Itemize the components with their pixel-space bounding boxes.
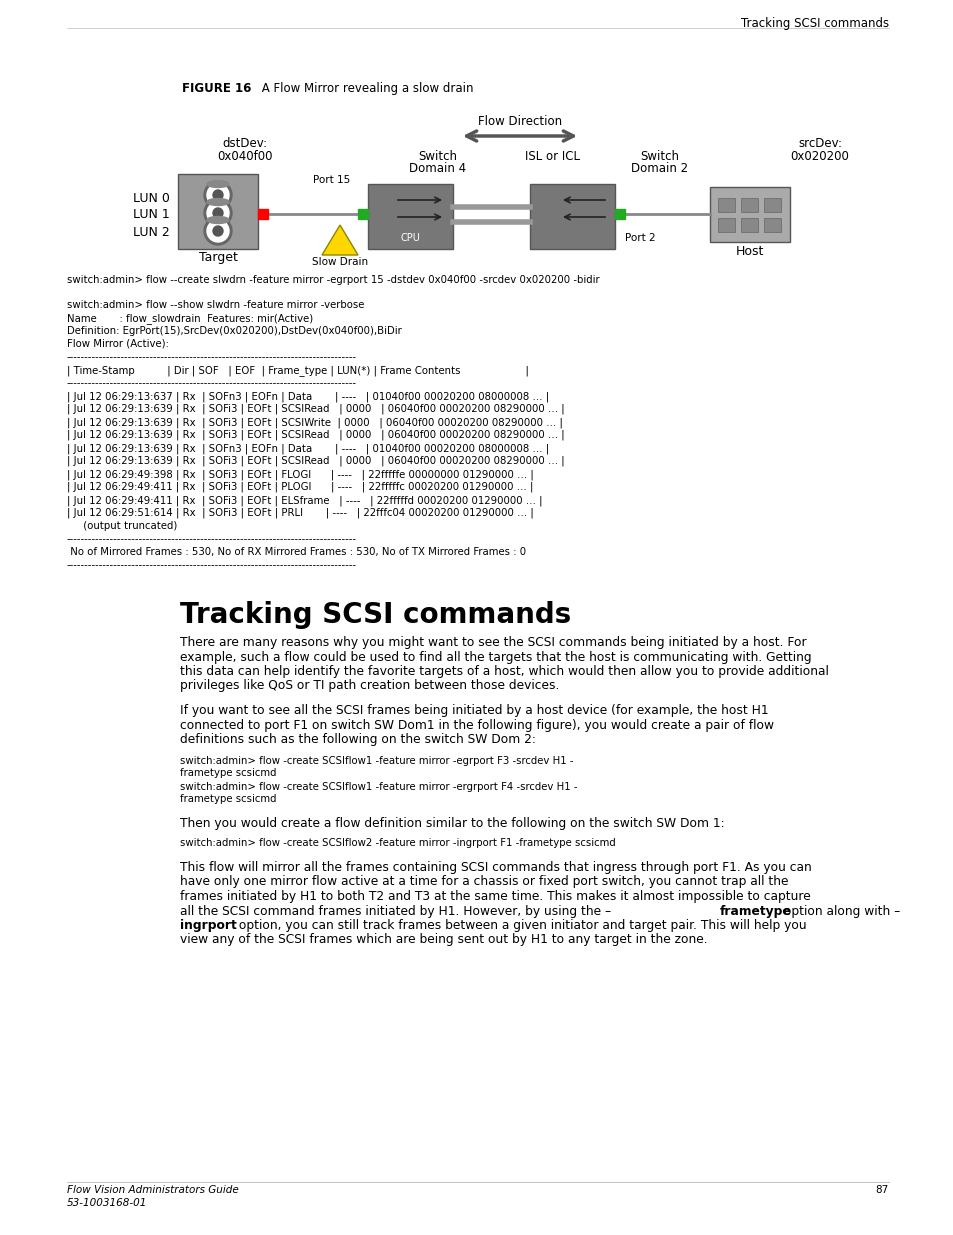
Text: 87: 87 [875, 1186, 888, 1195]
Text: LUN 1: LUN 1 [133, 209, 170, 221]
Text: | Jul 12 06:29:49:411 | Rx  | SOFi3 | EOFt | PLOGI      | ----   | 22fffffc 0002: | Jul 12 06:29:49:411 | Rx | SOFi3 | EOF… [67, 482, 533, 493]
Text: 0x040f00: 0x040f00 [217, 149, 273, 163]
Polygon shape [322, 225, 357, 254]
FancyBboxPatch shape [178, 174, 257, 249]
Text: | Jul 12 06:29:13:639 | Rx  | SOFi3 | EOFt | SCSIRead   | 0000   | 06040f00 0002: | Jul 12 06:29:13:639 | Rx | SOFi3 | EOF… [67, 430, 564, 441]
Text: dstDev:: dstDev: [222, 137, 267, 149]
Text: | Jul 12 06:29:13:637 | Rx  | SOFn3 | EOFn | Data       | ----   | 01040f00 0002: | Jul 12 06:29:13:637 | Rx | SOFn3 | EOF… [67, 391, 549, 401]
Text: CPU: CPU [399, 233, 419, 243]
Text: this data can help identify the favorite targets of a host, which would then all: this data can help identify the favorite… [180, 664, 828, 678]
FancyBboxPatch shape [368, 184, 453, 249]
Bar [615, 209, 624, 219]
Text: Tracking SCSI commands: Tracking SCSI commands [180, 601, 571, 629]
Text: frametype: frametype [720, 904, 791, 918]
Text: | Jul 12 06:29:13:639 | Rx  | SOFi3 | EOFt | SCSIWrite  | 0000   | 06040f00 0002: | Jul 12 06:29:13:639 | Rx | SOFi3 | EOF… [67, 417, 562, 427]
Text: Flow Vision Administrators Guide: Flow Vision Administrators Guide [67, 1186, 238, 1195]
Text: option, you can still track frames between a given initiator and target pair. Th: option, you can still track frames betwe… [234, 919, 806, 932]
Text: | Jul 12 06:29:13:639 | Rx  | SOFn3 | EOFn | Data       | ----   | 01040f00 0002: | Jul 12 06:29:13:639 | Rx | SOFn3 | EOF… [67, 443, 549, 453]
Text: | Jul 12 06:29:13:639 | Rx  | SOFi3 | EOFt | SCSIRead   | 0000   | 06040f00 0002: | Jul 12 06:29:13:639 | Rx | SOFi3 | EOF… [67, 404, 564, 415]
Text: Definition: EgrPort(15),SrcDev(0x020200),DstDev(0x040f00),BiDir: Definition: EgrPort(15),SrcDev(0x020200)… [67, 326, 401, 336]
Text: Then you would create a flow definition similar to the following on the switch S: Then you would create a flow definition … [180, 818, 724, 830]
FancyBboxPatch shape [740, 219, 758, 232]
Text: Port 2: Port 2 [624, 233, 655, 243]
Text: have only one mirror flow active at a time for a chassis or fixed port switch, y: have only one mirror flow active at a ti… [180, 876, 788, 888]
Text: No of Mirrored Frames : 530, No of RX Mirrored Frames : 530, No of TX Mirrored F: No of Mirrored Frames : 530, No of RX Mi… [67, 547, 525, 557]
Text: FIGURE 16: FIGURE 16 [182, 82, 251, 95]
Text: !: ! [336, 240, 342, 252]
Ellipse shape [207, 216, 229, 224]
Text: | Jul 12 06:29:49:398 | Rx  | SOFi3 | EOFt | FLOGI      | ----   | 22fffffe 0000: | Jul 12 06:29:49:398 | Rx | SOFi3 | EOF… [67, 469, 533, 479]
Bar [357, 209, 368, 219]
Text: There are many reasons why you might want to see the SCSI commands being initiat: There are many reasons why you might wan… [180, 636, 806, 650]
Text: Switch: Switch [639, 149, 679, 163]
Ellipse shape [207, 180, 229, 188]
FancyBboxPatch shape [709, 186, 789, 242]
Text: definitions such as the following on the switch SW Dom 2:: definitions such as the following on the… [180, 734, 536, 746]
FancyBboxPatch shape [763, 219, 781, 232]
Text: LUN 2: LUN 2 [133, 226, 170, 238]
Text: Flow Mirror (Active):: Flow Mirror (Active): [67, 338, 169, 350]
Text: ingrport: ingrport [180, 919, 236, 932]
Text: Domain 4: Domain 4 [409, 162, 466, 175]
Circle shape [204, 182, 232, 209]
Circle shape [207, 220, 229, 242]
Text: view any of the SCSI frames which are being sent out by H1 to any target in the : view any of the SCSI frames which are be… [180, 934, 707, 946]
Circle shape [204, 199, 232, 227]
FancyBboxPatch shape [718, 219, 734, 232]
Circle shape [213, 207, 223, 219]
Text: option along with –: option along with – [780, 904, 900, 918]
Text: switch:admin> flow -create SCSIflow1 -feature mirror -ergrport F4 -srcdev H1 -: switch:admin> flow -create SCSIflow1 -fe… [180, 782, 577, 792]
Text: | Time-Stamp          | Dir | SOF   | EOF  | Frame_type | LUN(*) | Frame Content: | Time-Stamp | Dir | SOF | EOF | Frame_t… [67, 366, 528, 375]
Text: --------------------------------------------------------------------------------: ----------------------------------------… [67, 534, 356, 543]
Text: This flow will mirror all the frames containing SCSI commands that ingress throu: This flow will mirror all the frames con… [180, 861, 811, 874]
FancyBboxPatch shape [740, 198, 758, 212]
Text: 53-1003168-01: 53-1003168-01 [67, 1198, 147, 1208]
Circle shape [207, 203, 229, 224]
Text: Tracking SCSI commands: Tracking SCSI commands [740, 17, 888, 30]
Text: | Jul 12 06:29:51:614 | Rx  | SOFi3 | EOFt | PRLI       | ----   | 22fffc04 0002: | Jul 12 06:29:51:614 | Rx | SOFi3 | EOF… [67, 508, 533, 519]
Text: A Flow Mirror revealing a slow drain: A Flow Mirror revealing a slow drain [257, 82, 473, 95]
Text: --------------------------------------------------------------------------------: ----------------------------------------… [67, 352, 356, 362]
Text: Flow Direction: Flow Direction [477, 115, 561, 128]
Ellipse shape [207, 199, 229, 205]
Circle shape [213, 190, 223, 200]
Text: | Jul 12 06:29:13:639 | Rx  | SOFi3 | EOFt | SCSIRead   | 0000   | 06040f00 0002: | Jul 12 06:29:13:639 | Rx | SOFi3 | EOF… [67, 456, 564, 467]
Text: 0x020200: 0x020200 [790, 149, 848, 163]
FancyBboxPatch shape [763, 198, 781, 212]
Text: frametype scsicmd: frametype scsicmd [180, 794, 276, 804]
Text: frametype scsicmd: frametype scsicmd [180, 768, 276, 778]
Circle shape [204, 217, 232, 245]
Text: switch:admin> flow -create SCSIflow1 -feature mirror -egrport F3 -srcdev H1 -: switch:admin> flow -create SCSIflow1 -fe… [180, 756, 573, 766]
Text: Slow Drain: Slow Drain [312, 257, 368, 267]
Text: Port 15: Port 15 [313, 175, 350, 185]
Text: example, such a flow could be used to find all the targets that the host is comm: example, such a flow could be used to fi… [180, 651, 811, 663]
Text: Name       : flow_slowdrain  Features: mir(Active): Name : flow_slowdrain Features: mir(Acti… [67, 312, 313, 324]
FancyBboxPatch shape [718, 198, 734, 212]
Circle shape [213, 226, 223, 236]
Text: Target: Target [198, 251, 237, 264]
Text: LUN 0: LUN 0 [133, 191, 170, 205]
Bar [257, 209, 268, 219]
Text: | Jul 12 06:29:49:411 | Rx  | SOFi3 | EOFt | ELSframe   | ----   | 22fffffd 0002: | Jul 12 06:29:49:411 | Rx | SOFi3 | EOF… [67, 495, 542, 505]
Text: --------------------------------------------------------------------------------: ----------------------------------------… [67, 378, 356, 388]
Text: frames initiated by H1 to both T2 and T3 at the same time. This makes it almost : frames initiated by H1 to both T2 and T3… [180, 890, 810, 903]
Text: Switch: Switch [418, 149, 457, 163]
Text: ISL or ICL: ISL or ICL [525, 149, 579, 163]
Text: all the SCSI command frames initiated by H1. However, by using the –: all the SCSI command frames initiated by… [180, 904, 611, 918]
Text: srcDev:: srcDev: [797, 137, 841, 149]
Text: privileges like QoS or TI path creation between those devices.: privileges like QoS or TI path creation … [180, 679, 558, 693]
Text: connected to port F1 on switch SW Dom1 in the following figure), you would creat: connected to port F1 on switch SW Dom1 i… [180, 719, 773, 731]
Text: switch:admin> flow -create SCSIflow2 -feature mirror -ingrport F1 -frametype scs: switch:admin> flow -create SCSIflow2 -fe… [180, 839, 615, 848]
Circle shape [207, 184, 229, 206]
Text: switch:admin> flow --create slwdrn -feature mirror -egrport 15 -dstdev 0x040f00 : switch:admin> flow --create slwdrn -feat… [67, 275, 599, 285]
Text: Host: Host [735, 245, 763, 258]
Text: Domain 2: Domain 2 [631, 162, 688, 175]
FancyBboxPatch shape [530, 184, 615, 249]
Text: (output truncated): (output truncated) [67, 521, 177, 531]
Text: If you want to see all the SCSI frames being initiated by a host device (for exa: If you want to see all the SCSI frames b… [180, 704, 768, 718]
Text: --------------------------------------------------------------------------------: ----------------------------------------… [67, 559, 356, 571]
Text: switch:admin> flow --show slwdrn -feature mirror -verbose: switch:admin> flow --show slwdrn -featur… [67, 300, 364, 310]
